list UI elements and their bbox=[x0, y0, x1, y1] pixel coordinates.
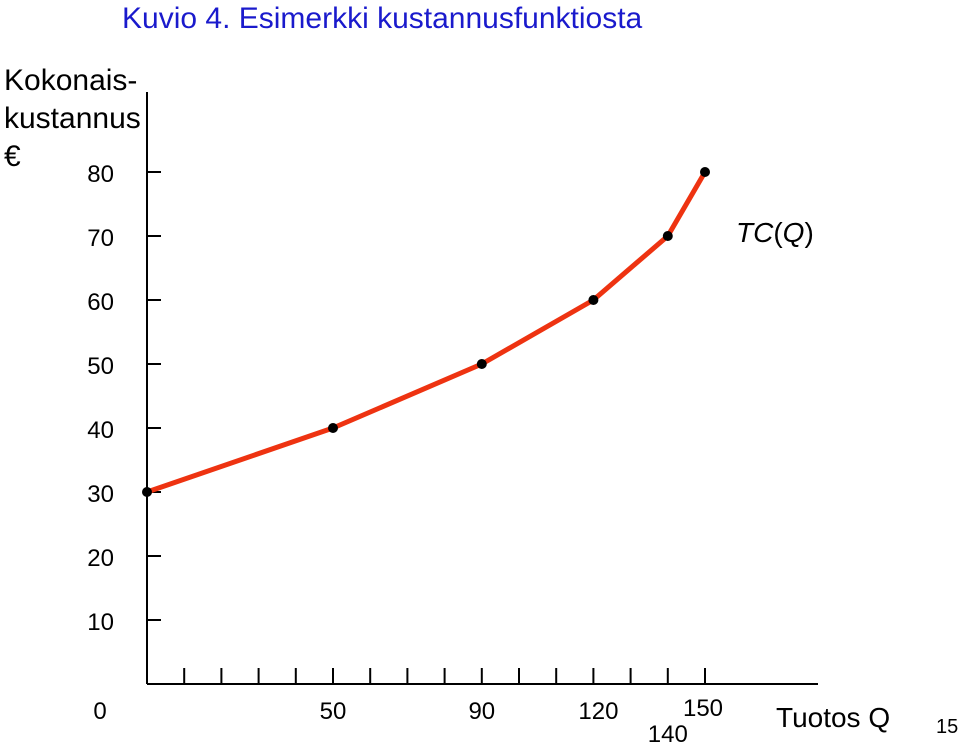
y-tick-label: 20 bbox=[87, 545, 114, 572]
data-point bbox=[142, 487, 152, 497]
y-tick-label: 80 bbox=[87, 161, 114, 188]
data-point bbox=[588, 295, 599, 305]
x-tick-label: 140 bbox=[648, 721, 688, 745]
x-tick-label: 150 bbox=[683, 695, 723, 722]
x-tick-label: 120 bbox=[578, 698, 618, 725]
data-point bbox=[476, 359, 487, 369]
y-tick-label: 50 bbox=[87, 353, 114, 380]
x-tick-label: 0 bbox=[93, 698, 106, 725]
y-tick-label: 40 bbox=[87, 417, 114, 444]
chart-title: Kuvio 4. Esimerkki kustannusfunktiosta bbox=[122, 2, 643, 35]
series-label: TC(Q) bbox=[736, 217, 814, 248]
y-tick-label: 60 bbox=[87, 289, 114, 316]
x-tick-label: 90 bbox=[468, 698, 495, 725]
x-axis-label: Tuotos Q bbox=[776, 702, 890, 733]
page-number: 15 bbox=[936, 716, 959, 738]
data-point bbox=[662, 231, 673, 241]
x-tick-label: 50 bbox=[320, 698, 347, 725]
series-line bbox=[144, 169, 708, 495]
data-point bbox=[700, 167, 710, 177]
data-point bbox=[328, 423, 338, 433]
y-tick-label: 10 bbox=[87, 609, 114, 636]
y-tick-label: 70 bbox=[87, 225, 114, 252]
y-tick-label: 30 bbox=[87, 481, 114, 508]
y-axis-label: Kokonais- kustannus € bbox=[4, 64, 141, 173]
